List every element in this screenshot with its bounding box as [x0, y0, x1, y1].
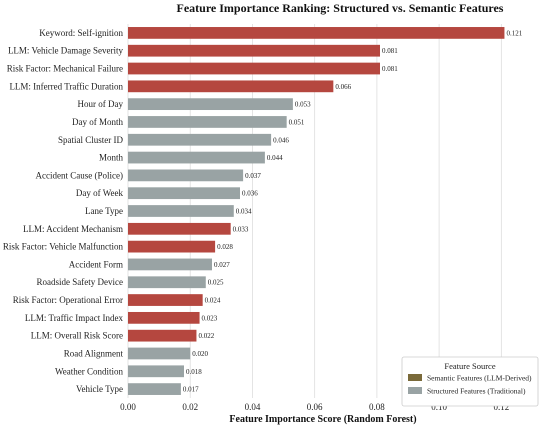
bar [128, 383, 181, 395]
y-tick-label: LLM: Overall Risk Score [31, 331, 123, 341]
bar-value-label: 0.121 [506, 29, 522, 37]
bar-value-label: 0.018 [186, 368, 202, 376]
x-axis-label: Feature Importance Score (Random Forest) [229, 414, 416, 425]
legend: Feature Source Semantic Features (LLM-De… [401, 356, 539, 407]
x-axis-ticks: 0.00 0.02 0.04 0.06 0.08 0.10 0.12 [120, 402, 509, 412]
bar [128, 44, 380, 57]
legend-title: Feature Source [444, 361, 495, 371]
y-tick-label: Day of Week [76, 188, 124, 198]
bar [128, 27, 505, 39]
y-axis-labels: Keyword: Self-ignition LLM: Vehicle Damag… [3, 28, 124, 394]
bar-value-label: 0.027 [214, 261, 230, 269]
bar-value-label: 0.066 [335, 83, 351, 91]
bar [128, 80, 334, 93]
bar-value-label: 0.051 [289, 118, 305, 126]
y-tick-label: LLM: Inferred Traffic Duration [9, 81, 123, 91]
y-tick-label: Lane Type [85, 206, 123, 216]
chart-title: Feature Importance Ranking: Structured v… [177, 1, 504, 15]
y-tick-label: Hour of Day [78, 99, 124, 109]
bar [128, 222, 231, 235]
y-tick-label: LLM: Accident Mechanism [23, 224, 123, 234]
bar [128, 240, 216, 253]
bar [128, 187, 240, 200]
y-tick-label: Weather Condition [55, 366, 124, 376]
x-tick-label: 0.00 [120, 402, 136, 412]
y-tick-label: Spatial Cluster ID [58, 135, 123, 145]
bars: 0.121 0.081 0.081 0.066 0.053 0.051 0.046 0.044… [128, 27, 523, 395]
bar-value-label: 0.053 [295, 101, 311, 109]
x-tick-label: 0.02 [182, 402, 198, 412]
bar-value-label: 0.025 [208, 279, 224, 287]
y-tick-label: Vehicle Type [76, 384, 123, 394]
bar [128, 205, 234, 217]
bar-value-label: 0.024 [205, 297, 221, 305]
x-tick-label: 0.12 [493, 402, 509, 412]
legend-label-structured: Structured Features (Traditional) [427, 387, 526, 396]
bar-value-label: 0.044 [267, 154, 283, 162]
bar [128, 294, 203, 306]
bar-value-label: 0.037 [245, 172, 261, 180]
bar-value-label: 0.020 [192, 350, 208, 358]
y-tick-label: Day of Month [72, 117, 123, 127]
y-tick-label: Keyword: Self-ignition [39, 28, 123, 38]
y-tick-label: Road Alignment [64, 348, 124, 358]
bar-value-label: 0.081 [382, 65, 398, 73]
bar [128, 133, 272, 146]
bar [128, 151, 265, 164]
bar [128, 116, 287, 128]
bar-value-label: 0.081 [382, 47, 398, 55]
bar [128, 311, 200, 324]
y-tick-label: LLM: Vehicle Damage Severity [8, 46, 124, 56]
bar-value-label: 0.036 [242, 190, 258, 198]
legend-swatch-semantic [408, 374, 422, 381]
legend-swatch-structured [408, 387, 422, 394]
bar [128, 329, 197, 342]
y-tick-label: Risk Factor: Mechanical Failure [7, 64, 123, 74]
bar-value-label: 0.017 [183, 386, 199, 394]
bar [128, 347, 191, 360]
bar-value-label: 0.033 [233, 225, 249, 233]
y-tick-label: Risk Factor: Vehicle Malfunction [3, 242, 124, 252]
y-tick-label: Roadside Safety Device [37, 277, 123, 287]
bar [128, 169, 244, 182]
y-tick-label: LLM: Traffic Impact Index [25, 313, 124, 323]
legend-box [401, 356, 539, 407]
x-tick-label: 0.08 [369, 402, 385, 412]
y-tick-label: Risk Factor: Operational Error [13, 295, 123, 305]
legend-label-semantic: Semantic Features (LLM-Derived) [427, 374, 532, 383]
bar-value-label: 0.046 [273, 136, 289, 144]
y-tick-label: Accident Cause (Police) [36, 170, 123, 180]
x-tick-label: 0.04 [245, 402, 261, 412]
bar [128, 98, 293, 111]
y-tick-label: Accident Form [69, 259, 123, 269]
y-tick-label: Month [99, 153, 124, 163]
bar [128, 276, 206, 289]
bar-value-label: 0.028 [217, 243, 233, 251]
bar-value-label: 0.034 [236, 208, 252, 216]
x-tick-label: 0.06 [307, 402, 323, 412]
bar [128, 365, 184, 378]
x-tick-label: 0.10 [431, 402, 447, 412]
bar-value-label: 0.023 [202, 314, 218, 322]
bar [128, 258, 212, 271]
bar [128, 62, 380, 75]
bar-value-label: 0.022 [198, 332, 214, 340]
